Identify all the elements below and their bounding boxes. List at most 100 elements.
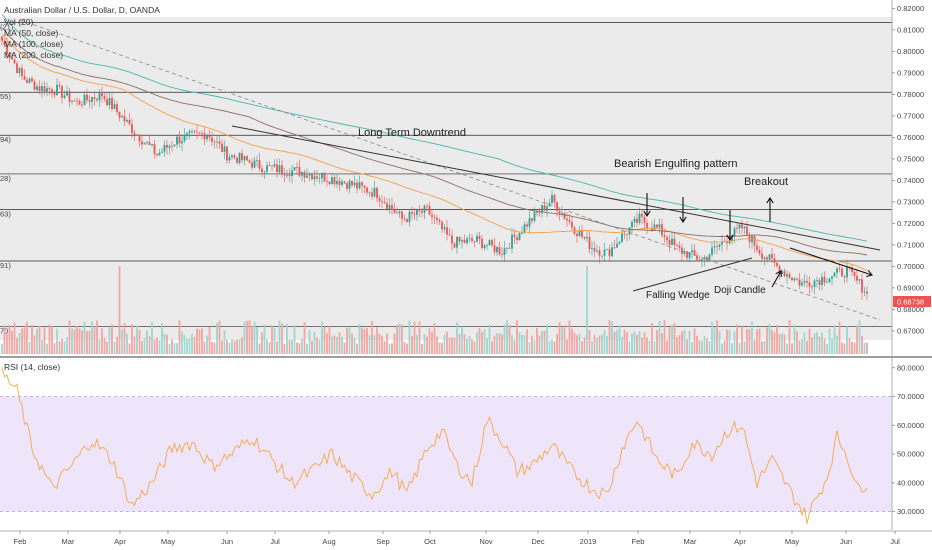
candle-body xyxy=(708,254,711,261)
volume-bar xyxy=(16,338,18,354)
volume-bar xyxy=(838,321,841,354)
volume-bar xyxy=(523,335,526,354)
volume-bar xyxy=(488,324,491,354)
volume-bar xyxy=(788,320,791,354)
volume-bar xyxy=(601,334,603,354)
candle-body xyxy=(38,86,41,92)
volume-bars xyxy=(1,266,868,354)
volume-bar xyxy=(166,334,168,354)
legend-ma50: MA (50, close) xyxy=(4,28,58,38)
time-tick-label: Feb xyxy=(632,537,645,546)
candle-body xyxy=(531,218,533,221)
volume-bar xyxy=(203,341,206,354)
volume-bar xyxy=(483,329,486,354)
volume-bar xyxy=(308,330,311,354)
candle-body xyxy=(793,278,796,281)
bearish-arrow-3-head xyxy=(726,234,734,242)
volume-bar xyxy=(86,330,88,354)
volume-bar xyxy=(98,339,101,354)
candle-body xyxy=(153,144,156,155)
volume-bar xyxy=(256,327,258,354)
volume-bar xyxy=(146,330,148,354)
candle-body xyxy=(491,240,493,246)
volume-bar xyxy=(148,336,151,354)
volume-bar xyxy=(306,343,308,354)
time-tick-label: Jul xyxy=(890,537,900,546)
candle-body xyxy=(448,234,451,236)
candle-body xyxy=(163,144,166,152)
candle-body xyxy=(136,134,138,136)
candle-body xyxy=(581,230,583,237)
volume-bar xyxy=(401,324,403,354)
candle-body xyxy=(53,93,56,96)
volume-bar xyxy=(353,337,356,354)
volume-bar xyxy=(548,340,551,354)
candle-body xyxy=(506,247,508,249)
volume-bar xyxy=(776,324,778,354)
volume-bar xyxy=(183,335,186,354)
volume-bar xyxy=(696,335,698,354)
volume-bar xyxy=(178,320,181,354)
downtrend-arrow-head xyxy=(866,270,873,278)
candle-body xyxy=(541,205,543,213)
volume-bar xyxy=(196,328,198,354)
volume-bar xyxy=(558,322,561,354)
candle-body xyxy=(266,165,268,172)
candle-body xyxy=(398,211,401,214)
candle-body xyxy=(801,282,803,286)
price-tick-label: 0.82000 xyxy=(897,4,924,13)
price-tick-label: 0.71000 xyxy=(897,240,924,249)
volume-bar xyxy=(31,324,33,354)
time-tick-label: Aug xyxy=(322,537,335,546)
volume-bar xyxy=(493,335,496,354)
candle-body xyxy=(1,36,3,41)
rsi-tick-label: 30.0000 xyxy=(897,507,924,516)
candle-body xyxy=(483,245,486,249)
candle-body xyxy=(716,246,718,248)
candle-body xyxy=(23,76,26,80)
volume-bar xyxy=(761,341,763,354)
volume-bar xyxy=(338,332,341,354)
candle-body xyxy=(216,141,218,143)
candle-body xyxy=(336,180,338,185)
volume-bar xyxy=(746,328,748,354)
candle-body xyxy=(563,212,566,219)
volume-bar xyxy=(53,343,56,354)
volume-bar xyxy=(416,334,418,354)
volume-bar xyxy=(471,339,473,354)
time-tick-label: Jun xyxy=(840,537,852,546)
volume-bar xyxy=(208,326,211,354)
candle-body xyxy=(138,134,141,142)
candle-body xyxy=(143,142,146,145)
candle-body xyxy=(261,168,263,173)
volume-bar xyxy=(448,337,451,354)
candle-body xyxy=(673,238,676,246)
candle-body xyxy=(78,100,81,105)
volume-bar xyxy=(743,341,746,354)
candle-body xyxy=(196,131,198,133)
volume-bar xyxy=(503,324,506,354)
volume-bar xyxy=(341,336,343,354)
volume-bar xyxy=(316,337,318,354)
volume-bar xyxy=(381,335,383,354)
candle-body xyxy=(486,245,488,247)
volume-bar xyxy=(21,328,23,354)
volume-bar xyxy=(261,332,263,354)
candle-body xyxy=(91,97,93,102)
volume-bar xyxy=(496,333,498,354)
volume-bar xyxy=(846,326,848,354)
volume-bar xyxy=(831,338,833,354)
volume-bar xyxy=(586,266,588,354)
volume-bar xyxy=(843,343,846,354)
volume-bar xyxy=(193,336,196,354)
candle-body xyxy=(606,249,608,251)
candle-body xyxy=(113,104,116,109)
volume-bar xyxy=(786,343,788,354)
volume-bar xyxy=(318,339,321,354)
volume-bar xyxy=(453,337,456,354)
candle-body xyxy=(48,88,51,90)
volume-bar xyxy=(156,337,158,354)
candle-body xyxy=(211,137,213,142)
volume-bar xyxy=(716,320,718,354)
volume-bar xyxy=(773,332,776,354)
